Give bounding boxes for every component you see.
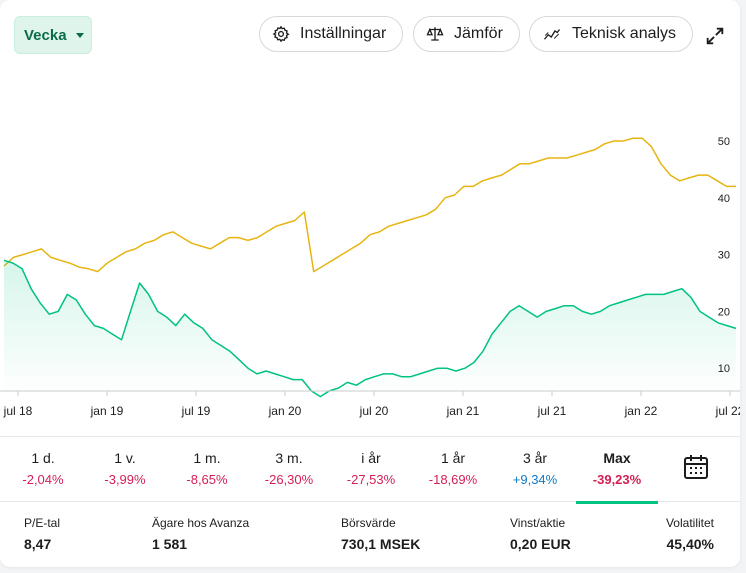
period-tab[interactable]: i år -27,53% xyxy=(330,437,412,503)
period-tab[interactable]: Max -39,23% xyxy=(576,437,658,504)
compare-label: Jämför xyxy=(454,25,503,42)
technical-analysis-button[interactable]: Teknisk analys xyxy=(529,16,694,52)
settings-label: Inställningar xyxy=(300,25,387,42)
period-change: -2,04% xyxy=(22,472,64,487)
resolution-dropdown[interactable]: Vecka xyxy=(14,16,92,54)
period-tab[interactable]: 1 m. -8,65% xyxy=(166,437,248,503)
comparison-line xyxy=(3,137,736,273)
period-label: Max xyxy=(603,450,631,466)
period-label: 3 m. xyxy=(275,450,303,466)
period-selector: 1 d. -2,04% 1 v. -3,99% 1 m. -8,65% 3 m. -26,30… xyxy=(0,436,740,504)
key-figure-label: Vinst/aktie xyxy=(510,516,566,530)
period-change: -39,23% xyxy=(592,472,642,487)
gear-icon xyxy=(272,25,290,43)
period-tab[interactable]: 3 år +9,34% xyxy=(494,437,576,503)
key-figures: P/E-tal 8,47 Ägare hos Avanza 1 581 Börsvärd… xyxy=(0,503,740,567)
key-figure-label: P/E-tal xyxy=(24,516,61,530)
settings-button[interactable]: Inställningar xyxy=(259,16,404,52)
period-label: 1 v. xyxy=(114,450,136,466)
x-tick-label: jul 21 xyxy=(537,404,567,418)
key-figure-value: 0,20 EUR xyxy=(510,536,571,552)
period-label: 1 år xyxy=(440,450,466,466)
expand-icon[interactable] xyxy=(704,25,726,47)
x-tick-label: jan 20 xyxy=(268,404,302,418)
key-figure-label: Ägare hos Avanza xyxy=(152,516,250,530)
compare-button[interactable]: Jämför xyxy=(413,16,520,52)
key-figure: Vinst/aktie 0,20 EUR xyxy=(510,516,571,552)
period-change: -3,99% xyxy=(104,472,146,487)
price-line xyxy=(3,259,737,398)
key-figure: P/E-tal 8,47 xyxy=(24,516,60,552)
period-change: -27,53% xyxy=(346,472,396,487)
y-tick-label: 40 xyxy=(718,193,730,205)
x-tick-label: jul 22 xyxy=(715,404,740,418)
key-figure-value: 8,47 xyxy=(24,536,52,552)
y-tick-label: 20 xyxy=(718,306,730,318)
period-tab[interactable]: 3 m. -26,30% xyxy=(248,437,330,503)
period-tab[interactable]: 1 d. -2,04% xyxy=(2,437,84,503)
scale-icon xyxy=(426,27,444,41)
key-figure: Ägare hos Avanza 1 581 xyxy=(152,516,249,552)
period-change: +9,34% xyxy=(512,472,558,487)
series-area xyxy=(4,260,736,397)
key-figure-value: 45,40% xyxy=(666,536,714,552)
resolution-label: Vecka xyxy=(24,26,67,44)
period-label: i år xyxy=(361,450,381,466)
key-figure: Volatilitet 45,40% xyxy=(666,516,714,552)
x-tick-label: jan 22 xyxy=(624,404,658,418)
period-change: -26,30% xyxy=(264,472,314,487)
y-tick-label: 30 xyxy=(718,250,730,262)
x-tick-label: jul 19 xyxy=(181,404,211,418)
period-label: 1 m. xyxy=(193,450,221,466)
period-change: -18,69% xyxy=(428,472,478,487)
period-tab[interactable]: 1 år -18,69% xyxy=(412,437,494,503)
period-label: 3 år xyxy=(522,450,548,466)
x-tick-label: jan 21 xyxy=(446,404,480,418)
key-figure: Börsvärde 730,1 MSEK xyxy=(341,516,420,552)
technical-analysis-label: Teknisk analys xyxy=(572,25,677,42)
period-change: -8,65% xyxy=(186,472,228,487)
y-tick-label: 50 xyxy=(718,136,730,148)
x-tick-label: jul 20 xyxy=(359,404,389,418)
x-tick-label: jan 19 xyxy=(90,404,124,418)
key-figure-value: 730,1 MSEK xyxy=(341,536,421,552)
period-tab[interactable]: 1 v. -3,99% xyxy=(84,437,166,503)
key-figure-value: 1 581 xyxy=(152,536,188,552)
caret-down-icon xyxy=(75,32,84,38)
calendar-icon[interactable] xyxy=(682,453,710,481)
chart-toolbar: Vecka Inställningar Jämför Teknisk analy… xyxy=(0,0,740,70)
key-figure-label: Volatilitet xyxy=(665,516,714,530)
x-tick-label: jul 18 xyxy=(3,404,33,418)
key-figure-label: Börsvärde xyxy=(341,516,396,530)
trend-line-icon xyxy=(543,29,561,40)
period-label: 1 d. xyxy=(31,450,55,466)
